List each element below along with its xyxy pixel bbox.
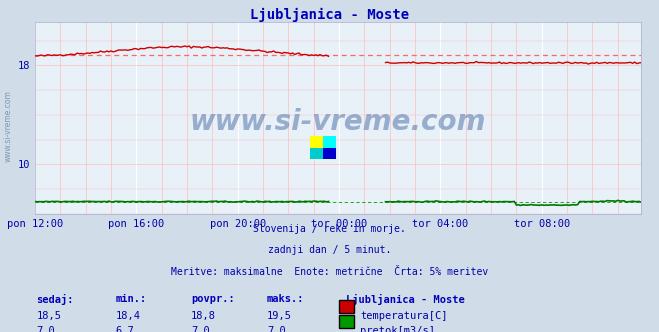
Bar <box>323 136 336 148</box>
Bar <box>323 148 336 159</box>
Text: temperatura[C]: temperatura[C] <box>360 311 448 321</box>
Bar <box>310 136 323 148</box>
Text: min.:: min.: <box>115 294 146 304</box>
Text: sedaj:: sedaj: <box>36 294 74 305</box>
Text: 7,0: 7,0 <box>36 326 55 332</box>
Text: povpr.:: povpr.: <box>191 294 235 304</box>
Text: 6,7: 6,7 <box>115 326 134 332</box>
Text: pretok[m3/s]: pretok[m3/s] <box>360 326 436 332</box>
Text: Slovenija / reke in morje.: Slovenija / reke in morje. <box>253 224 406 234</box>
Text: 18,4: 18,4 <box>115 311 140 321</box>
Text: www.si-vreme.com: www.si-vreme.com <box>3 90 13 162</box>
Text: Ljubljanica - Moste: Ljubljanica - Moste <box>250 8 409 22</box>
Text: 18,5: 18,5 <box>36 311 61 321</box>
Text: www.si-vreme.com: www.si-vreme.com <box>190 108 486 136</box>
Text: Meritve: maksimalne  Enote: metrične  Črta: 5% meritev: Meritve: maksimalne Enote: metrične Črta… <box>171 267 488 277</box>
Text: 7,0: 7,0 <box>267 326 285 332</box>
Text: 18,8: 18,8 <box>191 311 216 321</box>
Text: 19,5: 19,5 <box>267 311 292 321</box>
Text: 7,0: 7,0 <box>191 326 210 332</box>
Bar <box>310 148 323 159</box>
Text: zadnji dan / 5 minut.: zadnji dan / 5 minut. <box>268 245 391 255</box>
Text: maks.:: maks.: <box>267 294 304 304</box>
Text: Ljubljanica - Moste: Ljubljanica - Moste <box>346 294 465 305</box>
